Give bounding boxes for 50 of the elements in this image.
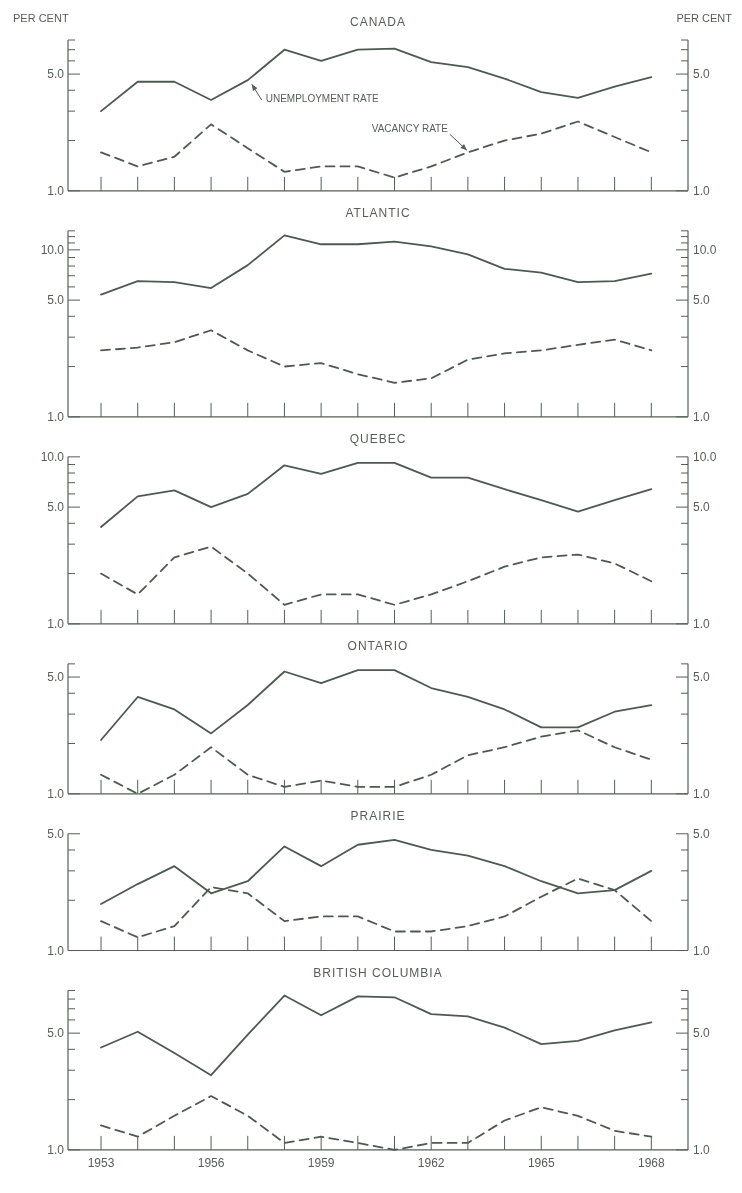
chart-title: PRAIRIE: [350, 808, 406, 823]
chart-title: ONTARIO: [347, 638, 409, 653]
y-tick-label: 5.0: [47, 500, 65, 515]
y2-axis-title: PER CENT: [676, 12, 733, 24]
text: 5.0: [693, 500, 710, 515]
line-series: [100, 994, 653, 1077]
y-tick-label: 1.0: [47, 787, 65, 801]
y-tick-label: 1.0: [47, 617, 65, 632]
text: 1.0: [693, 943, 710, 958]
x-tick-label: 1962: [417, 1155, 445, 1170]
line-series: [100, 47, 653, 113]
text: 10.0: [693, 243, 717, 258]
y-tick-label: 1.0: [47, 410, 65, 425]
line-series: [100, 234, 653, 296]
text: 5.0: [693, 293, 710, 308]
y-tick-label: 5.0: [47, 293, 65, 308]
x-tick-label: 1965: [527, 1155, 555, 1170]
x-tick-label: 1959: [307, 1155, 335, 1170]
y-tick-label: 10.0: [40, 450, 65, 465]
text: 1.0: [693, 1143, 710, 1158]
x-tick-label: 1968: [637, 1155, 665, 1170]
y-tick-label: 5.0: [47, 67, 65, 82]
y-tick-label: 1.0: [47, 184, 65, 199]
text: 1.0: [693, 787, 710, 801]
chart-title: QUEBEC: [349, 431, 407, 446]
y-tick-label: 1.0: [47, 943, 65, 958]
annotation: VACANCY RATE: [371, 123, 449, 135]
text: 1.0: [693, 410, 710, 425]
chart-title: BRITISH COLUMBIA: [313, 965, 443, 980]
y-tick-label: 10.0: [40, 243, 65, 258]
annotation: UNEMPLOYMENT RATE: [265, 92, 380, 104]
x-tick-label: 1953: [87, 1155, 115, 1170]
y-tick-label: 5.0: [47, 1026, 65, 1041]
chart-title: CANADA: [349, 15, 407, 29]
line-series: [100, 461, 653, 528]
text: 5.0: [693, 67, 710, 82]
text: 5.0: [693, 827, 710, 841]
y-tick-label: 1.0: [47, 1143, 65, 1158]
text: 5.0: [693, 670, 710, 685]
chart-title: ATLANTIC: [345, 205, 411, 220]
line-series: [100, 329, 653, 384]
line-series: [100, 545, 653, 606]
y-axis-title: PER CENT: [13, 12, 69, 24]
y-tick-label: 5.0: [47, 827, 65, 841]
text: 5.0: [693, 1026, 710, 1041]
x-tick-label: 1956: [197, 1155, 225, 1170]
text: 1.0: [693, 617, 710, 632]
text: 1.0: [693, 184, 710, 199]
y-tick-label: 5.0: [47, 670, 65, 685]
text: 10.0: [693, 450, 717, 465]
